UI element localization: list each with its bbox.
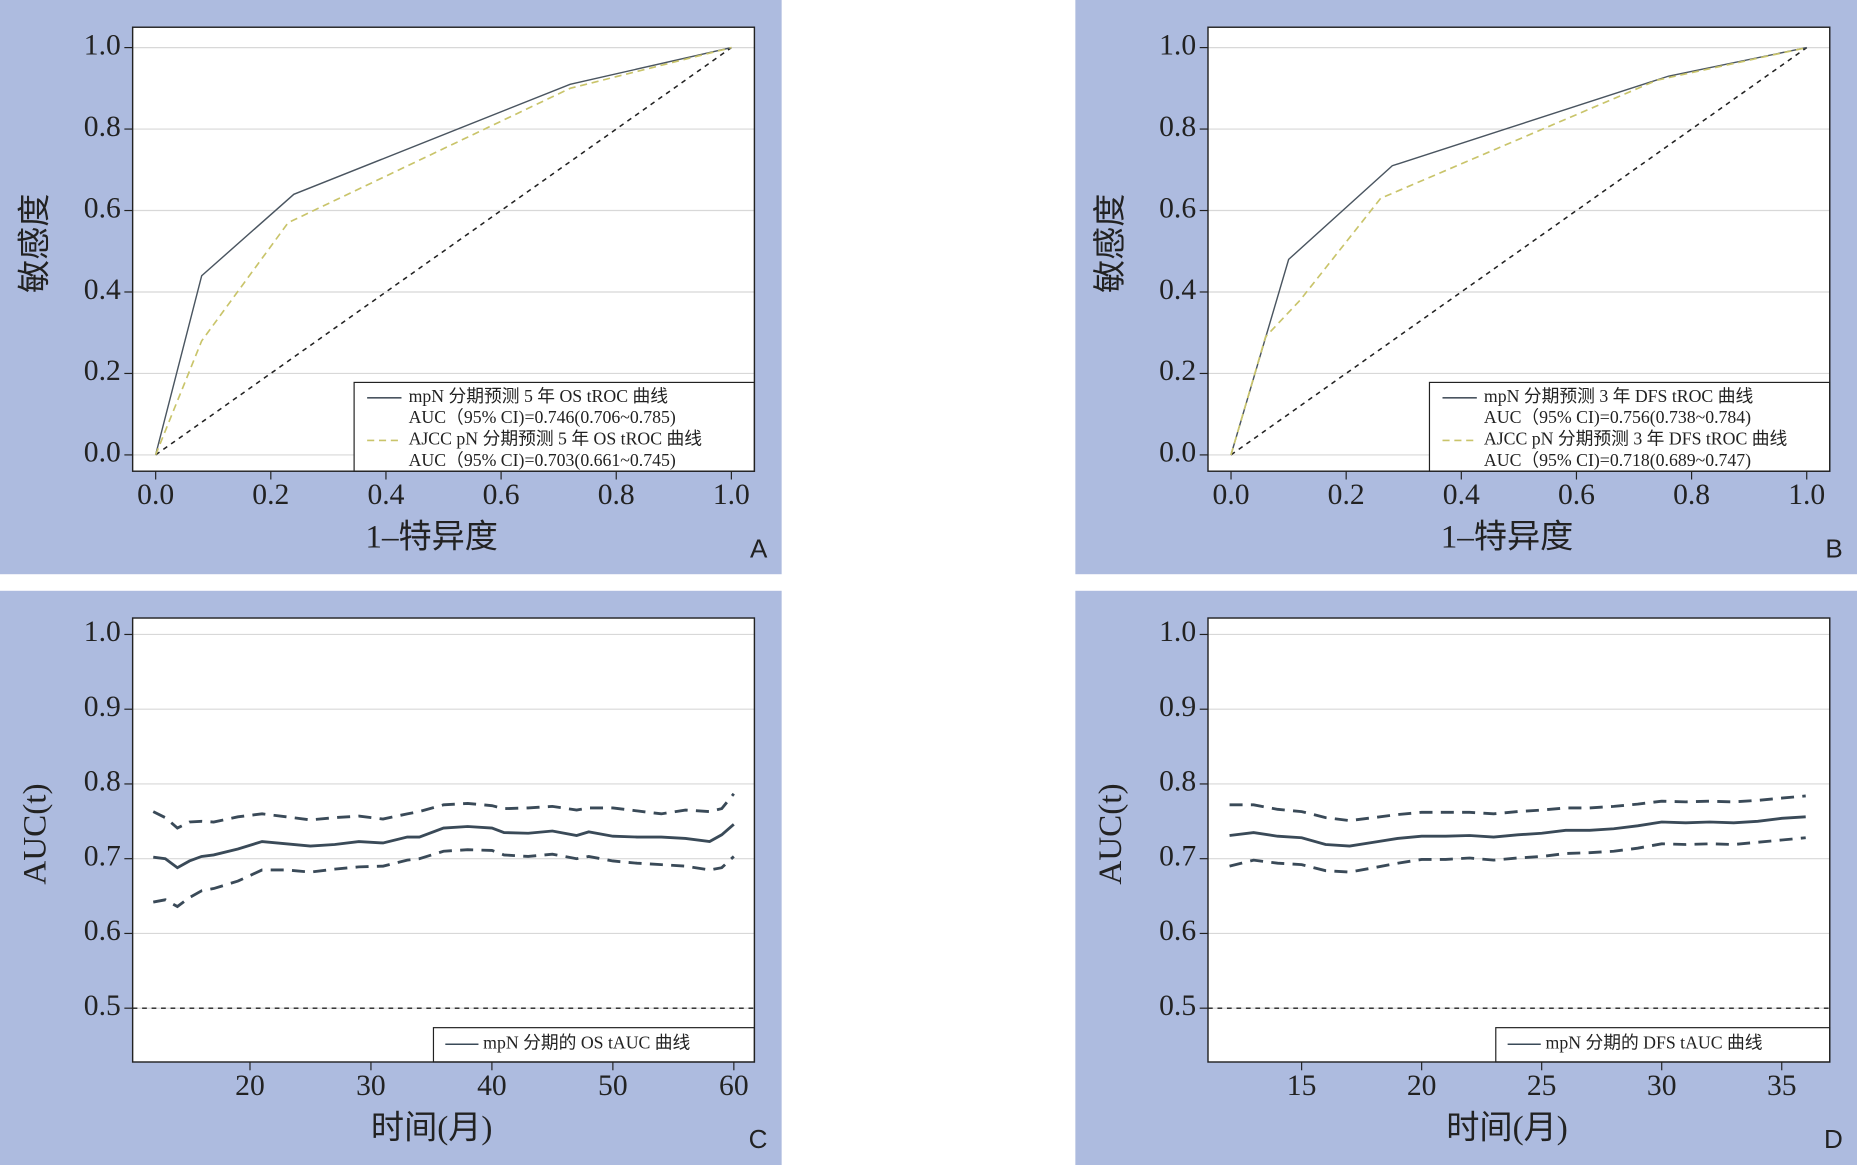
legend-label: mpN 分期的 DFS tAUC 曲线 [1546,1032,1763,1052]
plot-frame [1207,26,1831,472]
y-tick-label: 0.4 [1159,274,1196,306]
y-tick-label: 0.7 [1159,840,1196,872]
y-tick-label: 0.2 [1159,355,1196,387]
panel: 0.5 0.6 0.7 0.8 0.9 1.0 20 30 40 50 60 mpN 分期的 OS t… [0,590,782,1165]
panel-label: B [1825,533,1842,563]
y-axis-title: AUC(t) [17,783,54,884]
x-tick-label: 0.6 [483,479,520,511]
reference-line [1230,46,1808,456]
y-tick-label: 0.6 [84,915,121,947]
legend-note: AUC（95% CI)=0.703(0.661~0.745) [409,450,676,470]
x-tick-label: 15 [1287,1070,1317,1102]
x-tick-label: 1.0 [713,479,750,511]
x-tick-label: 0.0 [1213,479,1250,511]
y-tick-label: 0.4 [84,274,121,306]
y-tick-label: 0.6 [1159,192,1196,224]
legend-label: mpN 分期的 OS tAUC 曲线 [483,1032,690,1052]
y-tick-label: 0.7 [84,840,121,872]
plot-area [132,618,755,1062]
panel: 0.0 0.2 0.4 0.6 0.8 1.0 0.0 0.2 0.4 0.6 0.8 1.0 mpN … [1075,0,1857,575]
y-tick-label: 0.8 [84,111,121,143]
x-tick-label: 0.8 [598,479,635,511]
panel-label: C [749,1124,768,1154]
y-tick-label: 0.8 [1159,766,1196,798]
y-tick-label: 1.0 [1159,29,1196,61]
y-tick-label: 0.6 [84,192,121,224]
tauc-curve [1229,815,1806,848]
plot-area [1207,618,1830,1062]
confidence-band [1229,836,1806,874]
y-tick-label: 0.5 [1159,990,1196,1022]
x-tick-label: 60 [719,1070,749,1102]
y-axis-title: 敏感度 [17,194,54,293]
confidence-band [152,848,735,909]
x-axis-title: 1–特异度 [365,518,498,555]
x-tick-label: 40 [477,1070,507,1102]
y-tick-label: 0.9 [84,691,121,723]
x-tick-label: 20 [1407,1070,1437,1102]
legend-label: AJCC pN 分期预测 5 年 OS tROC 曲线 [409,429,703,449]
confidence-band [1229,794,1806,823]
panel-label: A [750,533,768,563]
y-tick-label: 0.0 [1159,437,1196,469]
legend-label: mpN 分期预测 3 年 DFS tROC 曲线 [1484,386,1754,406]
y-tick-label: 0.8 [1159,111,1196,143]
y-tick-label: 1.0 [84,616,121,648]
legend-note: AUC（95% CI)=0.756(0.738~0.784) [1484,407,1751,427]
x-axis-title: 时间(月) [1446,1109,1568,1146]
y-tick-label: 1.0 [1159,616,1196,648]
x-tick-label: 35 [1767,1070,1797,1102]
legend-label: mpN 分期预测 5 年 OS tROC 曲线 [409,386,669,406]
legend-box [1428,381,1831,472]
x-tick-label: 50 [598,1070,628,1102]
x-tick-label: 0.2 [1328,479,1365,511]
legend-label: AJCC pN 分期预测 3 年 DFS tROC 曲线 [1484,429,1788,449]
reference-line [155,46,732,456]
plot-frame [131,26,756,472]
plot-frame [1207,617,1831,1063]
y-tick-label: 1.0 [84,29,121,61]
y-tick-label: 0.5 [84,990,121,1022]
x-tick-label: 0.6 [1558,479,1595,511]
roc-curve [154,46,732,456]
y-tick-label: 0.9 [1159,691,1196,723]
legend-note: AUC（95% CI)=0.718(0.689~0.747) [1484,450,1751,470]
x-tick-label: 0.4 [367,479,404,511]
y-tick-label: 0.6 [1159,915,1196,947]
y-tick-label: 0.0 [84,437,121,469]
y-tick-label: 0.2 [84,355,121,387]
x-tick-label: 0.0 [137,479,174,511]
x-tick-label: 0.4 [1443,479,1480,511]
x-axis-title: 1–特异度 [1441,518,1574,555]
x-tick-label: 0.2 [252,479,289,511]
x-tick-label: 0.8 [1673,479,1710,511]
y-axis-title: 敏感度 [1092,194,1129,293]
confidence-band [152,792,735,830]
x-tick-label: 30 [356,1070,386,1102]
y-tick-label: 0.8 [84,766,121,798]
roc-curve [1230,46,1807,456]
x-tick-label: 20 [235,1070,265,1102]
tauc-curve [153,823,735,870]
x-axis-title: 时间(月) [371,1109,493,1146]
roc-curve [1230,46,1807,456]
legend-note: AUC（95% CI)=0.746(0.706~0.785) [409,407,676,427]
panel-label: D [1824,1124,1843,1154]
x-tick-label: 30 [1647,1070,1677,1102]
x-tick-label: 1.0 [1788,479,1825,511]
panel: 0.0 0.2 0.4 0.6 0.8 1.0 0.0 0.2 0.4 0.6 0.8 1.0 mpN … [0,0,782,575]
y-axis-title: AUC(t) [1092,783,1129,884]
plot-frame [131,617,756,1063]
x-tick-label: 25 [1527,1070,1557,1102]
